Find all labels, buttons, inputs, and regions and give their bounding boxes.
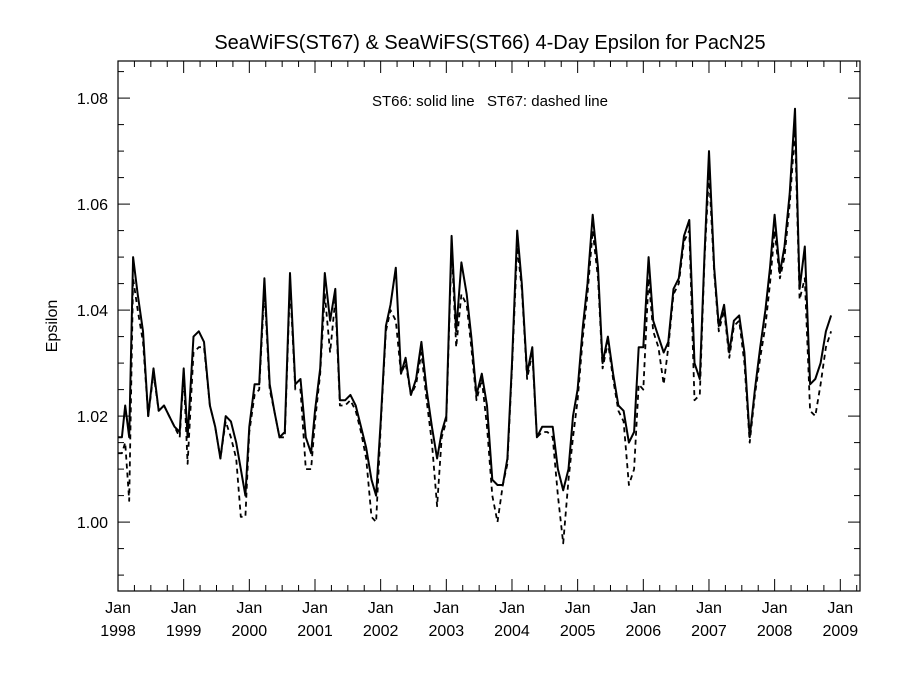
x-tick-month-label: Jan — [302, 600, 328, 617]
x-tick-year-label: 2004 — [494, 623, 530, 640]
x-tick-month-label: Jan — [762, 600, 788, 617]
x-tick-year-label: 2002 — [363, 623, 399, 640]
x-tick-month-label: Jan — [171, 600, 197, 617]
y-tick-label: 1.02 — [77, 409, 108, 426]
y-tick-label: 1.00 — [77, 515, 108, 532]
legend-annotation: ST66: solid line ST67: dashed line — [372, 93, 608, 110]
x-tick-year-label: 2001 — [297, 623, 333, 640]
x-tick-year-label: 2003 — [429, 623, 465, 640]
x-tick-year-label: 2005 — [560, 623, 596, 640]
series-line-st66 — [118, 107, 833, 497]
plot-frame — [117, 60, 861, 592]
series-line-st67 — [118, 129, 832, 545]
y-tick-label: 1.06 — [77, 197, 108, 214]
x-tick-year-label: 2000 — [232, 623, 268, 640]
x-tick-month-label: Jan — [630, 600, 656, 617]
x-tick-month-label: Jan — [499, 600, 525, 617]
y-axis-label: Epsilon — [44, 300, 61, 352]
chart-title: SeaWiFS(ST67) & SeaWiFS(ST66) 4-Day Epsi… — [214, 32, 765, 54]
x-tick-year-label: 2009 — [823, 623, 859, 640]
x-tick-month-label: Jan — [433, 600, 459, 617]
y-tick-label: 1.08 — [77, 91, 108, 108]
x-tick-year-label: 1998 — [100, 623, 136, 640]
y-tick-label: 1.04 — [77, 303, 108, 320]
series-layer — [118, 107, 833, 545]
x-tick-month-label: Jan — [105, 600, 131, 617]
x-tick-year-label: 1999 — [166, 623, 202, 640]
x-tick-month-label: Jan — [368, 600, 394, 617]
x-tick-month-label: Jan — [236, 600, 262, 617]
x-tick-month-label: Jan — [827, 600, 853, 617]
x-tick-month-label: Jan — [565, 600, 591, 617]
x-tick-month-label: Jan — [696, 600, 722, 617]
x-tick-year-label: 2006 — [626, 623, 662, 640]
axes: 1.00 1.02 1.04 1.06 1.08 Jan 1998 Jan 1999 Jan 200… — [77, 60, 861, 640]
x-tick-year-label: 2007 — [691, 623, 727, 640]
x-tick-year-label: 2008 — [757, 623, 793, 640]
